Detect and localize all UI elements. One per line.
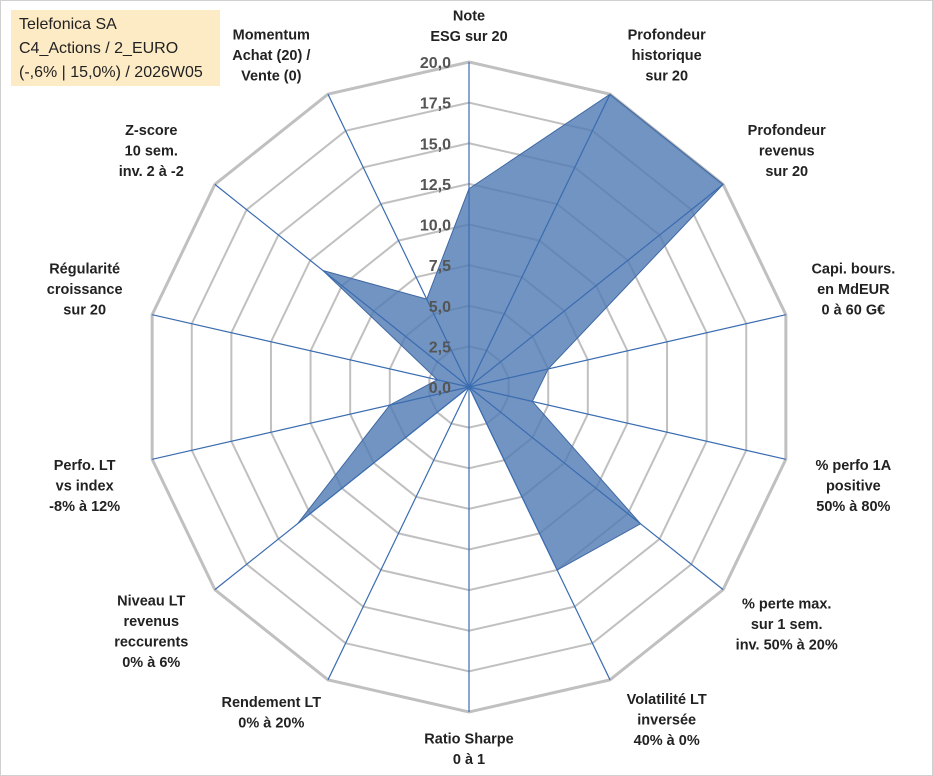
tick-label-6: 15,0	[420, 136, 451, 153]
axis-spoke-2	[468, 93, 611, 388]
axis-label-12: Régularité croissance sur 20	[47, 261, 123, 318]
axis-label-6-line-2: sur 1 sem.	[751, 617, 823, 633]
axis-label-3-line-3: sur 20	[765, 164, 808, 180]
axis-label-12-line-1: Régularité	[49, 261, 120, 277]
axis-label-8-line-1: Ratio Sharpe	[424, 732, 513, 748]
axis-label-5-line-2: positive	[826, 479, 881, 495]
axis-label-11: Perfo. LT vs index -8% à 12%	[49, 458, 120, 515]
axis-spoke-12	[152, 314, 470, 388]
axis-spoke-3	[468, 183, 724, 388]
axis-label-7-line-1: Volatilité LT	[627, 692, 707, 708]
axis-label-7-line-2: inversée	[637, 713, 696, 729]
axis-label-4-line-1: Capi. bours.	[811, 261, 895, 277]
axis-label-1-line-1: Note	[453, 9, 485, 25]
tick-label-5: 12,5	[420, 177, 451, 194]
axis-label-7: Volatilité LT inversée 40% à 0%	[627, 692, 707, 749]
axis-label-8-line-2: 0 à 1	[453, 752, 485, 768]
axis-label-6-line-1: % perte max.	[742, 596, 831, 612]
axis-label-6-line-3: inv. 50% à 20%	[736, 637, 838, 653]
axis-label-2-line-1: Profondeur	[628, 27, 706, 43]
axis-spoke-10	[214, 386, 470, 591]
axis-label-3-line-1: Profondeur	[748, 123, 826, 139]
axis-label-4: Capi. bours. en MdEUR 0 à 60 G€	[811, 261, 895, 318]
tick-label-0: 0,0	[429, 380, 451, 397]
axis-label-5: % perfo 1A positive 50% à 80%	[815, 458, 891, 515]
axis-spoke-7	[468, 386, 611, 681]
chart-title-line-2: C4_Actions / 2_EURO	[19, 40, 179, 57]
axis-label-13: Z-score 10 sem. inv. 2 à -2	[119, 123, 184, 180]
axis-label-14-line-2: Achat (20) /	[232, 48, 310, 64]
axis-label-2-line-3: sur 20	[645, 68, 688, 84]
axis-label-6: % perte max. sur 1 sem. inv. 50% à 20%	[736, 596, 838, 653]
axis-label-12-line-3: sur 20	[63, 302, 106, 318]
axis-label-1-line-2: ESG sur 20	[430, 29, 507, 45]
axis-label-10-line-3: reccurents	[114, 634, 188, 650]
axis-spoke-11	[152, 386, 470, 460]
axis-label-1: Note ESG sur 20	[430, 9, 507, 46]
axis-label-11-line-3: -8% à 12%	[49, 499, 120, 515]
tick-label-4: 10,0	[420, 218, 451, 235]
axis-label-12-line-2: croissance	[47, 282, 123, 298]
tick-label-7: 17,5	[420, 96, 451, 113]
axis-label-9-line-2: 0% à 20%	[238, 716, 304, 732]
axis-label-10: Niveau LT revenus reccurents 0% à 6%	[114, 593, 188, 671]
axis-spoke-13	[214, 183, 470, 388]
axis-label-2: Profondeur historique sur 20	[628, 27, 706, 84]
axis-label-4-line-3: 0 à 60 G€	[822, 302, 886, 318]
axis-label-10-line-2: revenus	[123, 614, 179, 630]
axis-label-13-line-3: inv. 2 à -2	[119, 164, 184, 180]
tick-label-3: 7,5	[429, 258, 451, 275]
axis-label-9-line-1: Rendement LT	[221, 695, 321, 711]
axis-spoke-14	[327, 93, 470, 388]
axis-label-8: Ratio Sharpe 0 à 1	[424, 732, 513, 769]
axis-label-11-line-1: Perfo. LT	[54, 458, 116, 474]
chart-title-line-3: (-,6% | 15,0%) / 2026W05	[19, 64, 203, 81]
axis-label-14-line-1: Momentum	[233, 27, 310, 43]
axis-label-9: Rendement LT 0% à 20%	[221, 695, 321, 732]
axis-label-13-line-2: 10 sem.	[125, 144, 178, 160]
axis-label-14-line-3: Vente (0)	[241, 68, 302, 84]
axis-label-4-line-2: en MdEUR	[817, 282, 890, 298]
axis-label-14: Momentum Achat (20) / Vente (0)	[232, 27, 310, 84]
axis-label-3: Profondeur revenus sur 20	[748, 123, 826, 180]
chart-title-line-1: Telefonica SA	[19, 16, 117, 33]
axis-label-5-line-1: % perfo 1A	[815, 458, 891, 474]
axis-label-10-line-4: 0% à 6%	[122, 655, 180, 671]
axis-label-3-line-2: revenus	[759, 144, 815, 160]
axis-label-7-line-3: 40% à 0%	[634, 733, 700, 749]
axis-spoke-9	[327, 386, 470, 681]
tick-label-8: 20,0	[420, 55, 451, 72]
axis-label-13-line-1: Z-score	[125, 123, 177, 139]
axis-spoke-5	[468, 386, 786, 460]
axis-label-5-line-3: 50% à 80%	[816, 499, 890, 515]
axis-spoke-6	[468, 386, 724, 591]
tick-label-1: 2,5	[429, 339, 451, 356]
axis-label-2-line-2: historique	[632, 48, 702, 64]
axis-label-11-line-2: vs index	[56, 479, 114, 495]
tick-label-2: 5,0	[429, 299, 451, 316]
axis-label-10-line-1: Niveau LT	[117, 593, 185, 609]
axis-spoke-4	[468, 314, 786, 388]
chart-title-box: Telefonica SA C4_Actions / 2_EURO (-,6% …	[11, 10, 220, 86]
